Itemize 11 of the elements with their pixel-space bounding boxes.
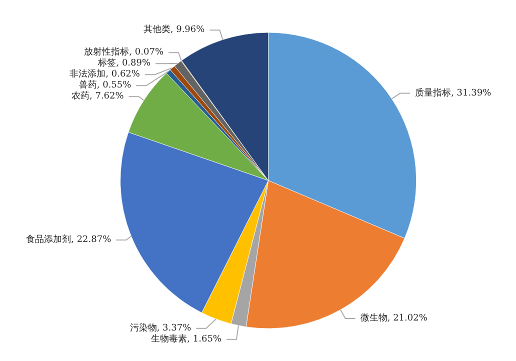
slice-label: 微生物, 21.02% — [360, 312, 428, 324]
slice-label: 污染物, 3.37% — [130, 322, 192, 334]
slice-label: 非法添加, 0.62% — [70, 68, 140, 80]
slice-label: 放射性指标, 0.07% — [84, 46, 164, 58]
slice-label: 生物毒素, 1.65% — [151, 333, 222, 344]
slice-label: 兽药, 0.55% — [78, 80, 132, 91]
slice-label: 农药, 7.62% — [72, 90, 124, 102]
slice-label: 食品添加剂, 22.87% — [26, 234, 112, 245]
slice-label: 标签, 0.89% — [97, 58, 151, 69]
slice-label: 其他类, 9.96% — [143, 24, 206, 36]
slice-label: 质量指标, 31.39% — [415, 87, 492, 98]
